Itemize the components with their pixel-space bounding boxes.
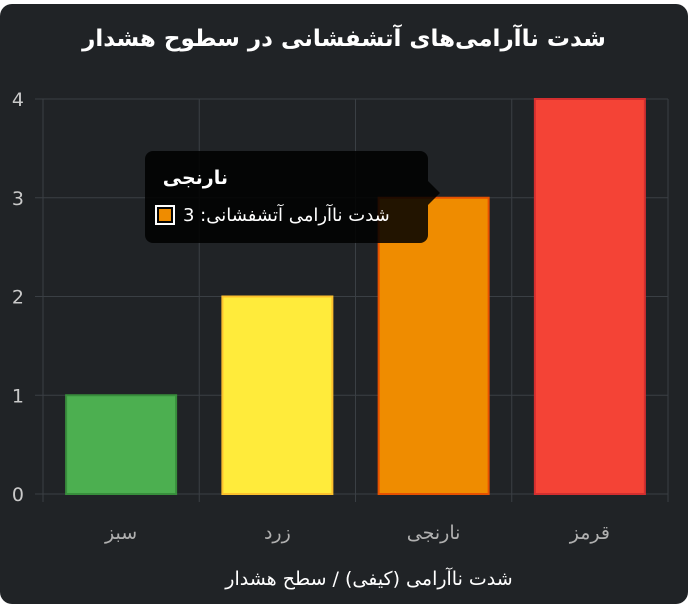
y-tick-label: 4 [12,89,24,111]
y-tick-label: 2 [12,287,24,309]
bar-2[interactable] [221,295,334,495]
tooltip-pointer [428,181,440,205]
tooltip-color-fill [159,209,171,221]
x-tick-label: قرمز [569,522,610,544]
x-axis-title: شدت ناآرامی (کیفی) / سطح هشدار [224,566,512,590]
y-tick-label: 0 [12,484,24,506]
x-tick-label: زرد [264,522,291,544]
bar-1[interactable] [65,394,178,495]
bar-3[interactable] [377,196,490,495]
x-axis-ticks: سبز زرد نارنجی قرمز [104,522,610,544]
tooltip-title: نارنجی [162,167,228,189]
bar-4[interactable] [533,98,646,495]
x-tick-label: نارنجی [407,522,461,544]
chart-title: شدت ناآرامی‌های آتشفشانی در سطوح هشدار [82,26,606,52]
tooltip-value: 3 [183,205,195,226]
tooltip-series-label: شدت ناآرامی آتشفشانی [206,205,390,226]
tooltip: نارنجی شدت ناآرامی آتشفشانی: 3 [145,151,428,243]
x-tick-label: سبز [104,522,137,544]
y-tick-label: 3 [12,188,24,210]
tooltip-color-swatch [155,205,175,225]
y-axis-ticks: 0 1 2 3 4 [12,89,24,506]
bars [65,98,646,495]
tooltip-body: شدت ناآرامی آتشفشانی: 3 [183,205,390,226]
y-tick-label: 1 [12,385,24,407]
